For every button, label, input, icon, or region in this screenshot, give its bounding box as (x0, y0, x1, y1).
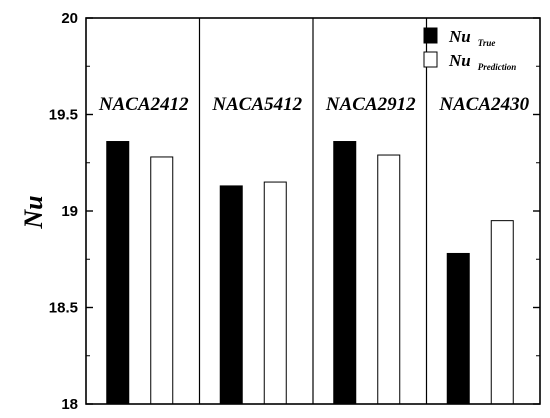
bar-true (219, 185, 243, 405)
y-tick-label: 18 (61, 396, 78, 413)
legend-swatch-true (423, 27, 438, 44)
bar-true (106, 141, 130, 405)
legend-swatch-prediction (423, 51, 438, 68)
legend-label-true: Nu True (448, 27, 495, 48)
bar-true (446, 252, 470, 405)
legend-label-prediction-subscript: Prediction (478, 62, 517, 72)
y-tick-label: 19.5 (49, 107, 78, 124)
category-label: NACA2430 (438, 94, 529, 115)
category-label: NACA2912 (325, 94, 416, 115)
bar-prediction (263, 181, 287, 405)
category-label: NACA5412 (211, 94, 302, 115)
legend-label-prediction: Nu Prediction (448, 51, 516, 72)
legend: Nu True Nu Prediction (423, 27, 516, 72)
legend-label-prediction-main: Nu (448, 51, 471, 70)
bars-layer (106, 141, 514, 405)
bar-prediction (377, 154, 401, 405)
y-tick-label: 18.5 (49, 300, 78, 317)
y-axis-label: Nu (19, 195, 48, 229)
category-dividers (198, 18, 428, 404)
category-labels: NACA2412 NACA5412 NACA2912 NACA2430 (98, 94, 530, 115)
legend-label-true-subscript: True (478, 38, 496, 48)
legend-label-true-main: Nu (448, 27, 471, 46)
y-axis: 18 18.5 19 19.5 20 (49, 10, 540, 413)
bar-prediction (150, 156, 174, 405)
bar-prediction (490, 220, 514, 405)
bar-true (333, 141, 357, 405)
y-tick-label: 20 (61, 10, 78, 27)
y-tick-label: 19 (61, 203, 78, 220)
category-label: NACA2412 (98, 94, 189, 115)
